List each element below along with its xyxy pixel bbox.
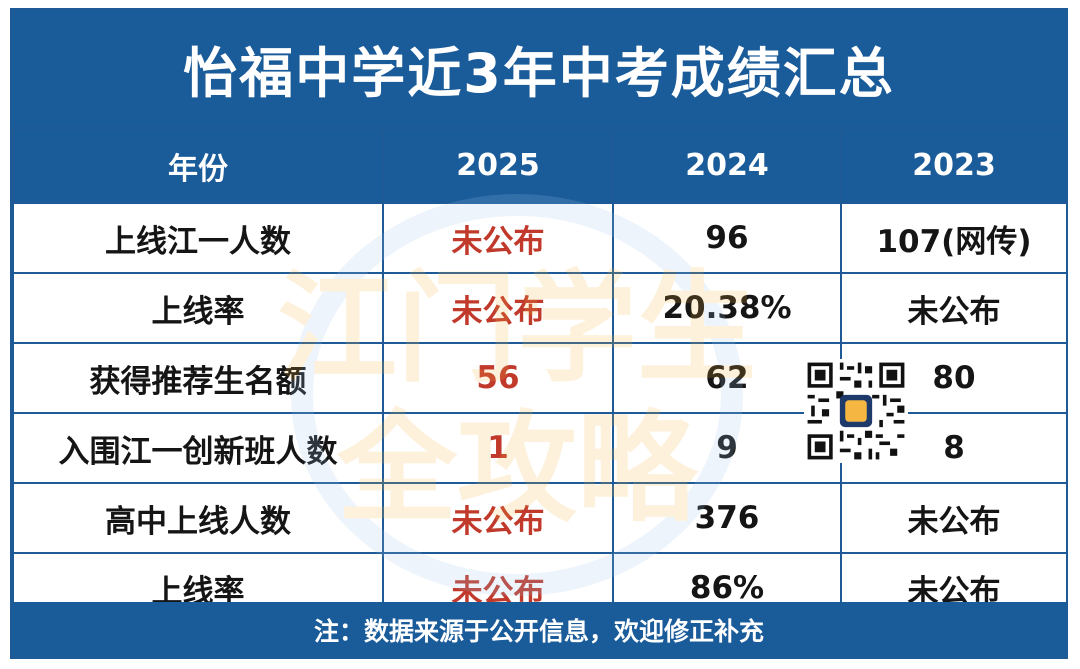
qr-code-icon xyxy=(804,359,908,463)
cell-2025: 1 xyxy=(382,412,614,484)
row-label: 高中上线人数 xyxy=(12,482,384,554)
row-label: 上线江一人数 xyxy=(12,202,384,274)
cell-2024: 20.38% xyxy=(612,272,842,344)
cell-2024: 9 xyxy=(612,412,842,484)
table-header-row: 年份 2025 2024 2023 xyxy=(12,127,1066,204)
header-year: 年份 xyxy=(12,127,384,204)
cell-2025: 未公布 xyxy=(382,272,614,344)
row-label: 上线率 xyxy=(12,272,384,344)
footer-note: 注：数据来源于公开信息，欢迎修正补充 xyxy=(313,616,764,646)
summary-card: 怡福中学近3年中考成绩汇总 年份 2025 2024 2023 上线江一人数 未… xyxy=(10,8,1068,659)
page-title: 怡福中学近3年中考成绩汇总 xyxy=(183,42,895,105)
score-table: 年份 2025 2024 2023 上线江一人数 未公布 96 107(网传) … xyxy=(12,127,1066,624)
cell-2024: 96 xyxy=(612,202,842,274)
cell-2023: 未公布 xyxy=(840,482,1066,554)
row-label: 入围江一创新班人数 xyxy=(12,412,384,484)
cell-2023: 107(网传) xyxy=(840,202,1066,274)
cell-2024: 62 xyxy=(612,342,842,414)
table-row: 上线江一人数 未公布 96 107(网传) xyxy=(12,202,1066,274)
footer-bar: 注：数据来源于公开信息，欢迎修正补充 xyxy=(12,602,1066,657)
header-2025: 2025 xyxy=(382,127,614,204)
cell-2023: 未公布 xyxy=(840,272,1066,344)
row-label: 获得推荐生名额 xyxy=(12,342,384,414)
title-bar: 怡福中学近3年中考成绩汇总 xyxy=(12,10,1066,127)
cell-2025: 未公布 xyxy=(382,482,614,554)
table-row: 入围江一创新班人数 1 9 8 xyxy=(12,412,1066,484)
table-row: 获得推荐生名额 56 62 80 xyxy=(12,342,1066,414)
cell-2025: 未公布 xyxy=(382,202,614,274)
table-row: 高中上线人数 未公布 376 未公布 xyxy=(12,482,1066,554)
header-2024: 2024 xyxy=(612,127,842,204)
table-row: 上线率 未公布 20.38% 未公布 xyxy=(12,272,1066,344)
cell-2025: 56 xyxy=(382,342,614,414)
header-2023: 2023 xyxy=(840,127,1066,204)
cell-2024: 376 xyxy=(612,482,842,554)
